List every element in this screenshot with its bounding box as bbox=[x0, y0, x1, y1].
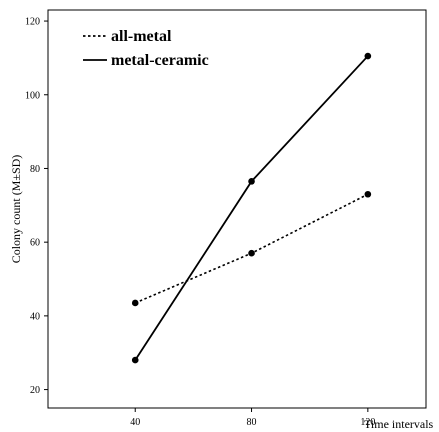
y-tick-label: 100 bbox=[25, 90, 40, 101]
data-point-metal-ceramic bbox=[248, 178, 255, 185]
legend: all-metal metal-ceramic bbox=[83, 28, 209, 69]
y-tick-label: 80 bbox=[30, 164, 40, 175]
data-point-all-metal bbox=[131, 299, 139, 307]
y-axis-title: Colony count (M±SD) bbox=[9, 155, 23, 264]
series-line-all-metal bbox=[134, 193, 369, 304]
data-point-all-metal bbox=[248, 249, 255, 257]
y-tick-label: 120 bbox=[25, 17, 40, 28]
x-tick-label: 40 bbox=[130, 417, 140, 428]
y-axis: 20 40 60 80 100 120 bbox=[25, 17, 48, 396]
x-tick-label: 120 bbox=[360, 417, 375, 428]
x-tick-label: 80 bbox=[247, 417, 257, 428]
series-line-metal-ceramic bbox=[134, 55, 369, 361]
legend-label-all-metal: all-metal bbox=[111, 28, 172, 45]
legend-label-metal-ceramic: metal-ceramic bbox=[111, 52, 209, 69]
data-point-all-metal bbox=[364, 190, 372, 198]
x-axis: 40 80 120 bbox=[130, 408, 375, 428]
y-tick-label: 60 bbox=[30, 238, 40, 249]
data-point-metal-ceramic bbox=[131, 356, 139, 364]
data-point-metal-ceramic bbox=[364, 52, 372, 60]
plot-frame bbox=[47, 9, 427, 409]
y-tick-label: 40 bbox=[30, 311, 40, 322]
series-layer bbox=[131, 52, 372, 364]
x-axis-title: Time intervals bbox=[364, 417, 434, 431]
y-tick-label: 20 bbox=[30, 385, 40, 396]
